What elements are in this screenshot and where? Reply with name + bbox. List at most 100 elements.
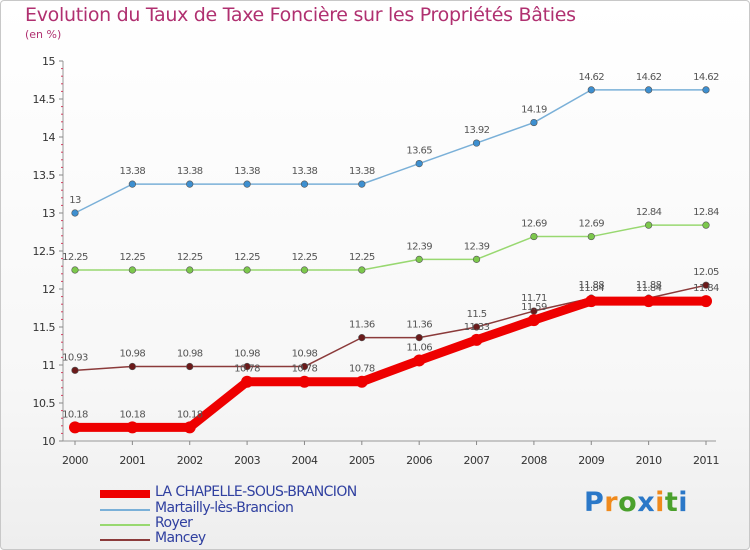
- series-point-0: [472, 139, 481, 147]
- brand-letter: r: [604, 487, 619, 518]
- data-label-1: 12.25: [177, 252, 203, 263]
- brand-letter: i: [655, 487, 665, 518]
- data-label-3: 11.59: [521, 302, 547, 313]
- series-point-3: [69, 421, 81, 434]
- data-label-2: 11.36: [406, 320, 432, 331]
- legend-swatch-martailly: [100, 509, 150, 511]
- series-point-0: [300, 180, 309, 188]
- y-tick-label: 13: [42, 207, 55, 220]
- data-label-0: 13.38: [234, 166, 260, 177]
- x-tick-label: 2007: [464, 454, 490, 467]
- x-tick-label: 2008: [521, 454, 547, 467]
- series-point-1: [415, 255, 423, 263]
- brand-logo: Proxiti: [584, 487, 688, 518]
- data-label-0: 14.62: [693, 72, 719, 83]
- series-layer: [69, 86, 712, 434]
- data-label-1: 12.25: [349, 252, 375, 263]
- data-label-1: 12.25: [62, 252, 88, 263]
- series-point-0: [71, 209, 79, 217]
- x-tick-label: 2001: [119, 454, 145, 467]
- series-point-0: [702, 86, 710, 94]
- legend-label-royer: Royer: [155, 515, 193, 531]
- series-point-3: [126, 421, 139, 434]
- data-label-0: 13.65: [406, 146, 432, 157]
- data-label-3: 10.18: [177, 409, 203, 420]
- series-point-1: [186, 266, 194, 274]
- series-point-2: [186, 362, 194, 371]
- data-label-0: 13.38: [349, 166, 375, 177]
- data-label-3: 10.78: [292, 364, 318, 375]
- legend-swatch-royer: [100, 524, 150, 526]
- data-label-0: 13.38: [177, 166, 203, 177]
- data-label-3: 10.18: [62, 409, 88, 420]
- series-point-1: [358, 266, 366, 274]
- x-tick-label: 2011: [693, 454, 719, 467]
- data-label-3: 11.84: [636, 283, 662, 294]
- legend-swatch-mancey: [100, 539, 150, 541]
- data-label-2: 10.98: [177, 349, 203, 360]
- series-point-2: [358, 334, 366, 342]
- y-tick-label: 11: [42, 359, 55, 372]
- series-point-1: [300, 266, 309, 274]
- series-point-3: [241, 375, 254, 388]
- legend-label-martailly: Martailly-lès-Brancion: [155, 500, 294, 516]
- series-point-0: [415, 160, 423, 168]
- data-label-1: 12.25: [292, 252, 318, 263]
- data-label-0: 13: [69, 195, 81, 206]
- brand-letter: P: [584, 487, 605, 518]
- x-tick-label: 2004: [291, 454, 317, 467]
- series-point-2: [702, 281, 710, 289]
- series-point-0: [243, 180, 251, 188]
- series-line-3: [70, 296, 711, 432]
- series-point-3: [700, 295, 712, 308]
- series-point-3: [413, 354, 426, 367]
- data-label-2: 11.36: [349, 320, 375, 331]
- legend-label-la-chapelle: LA CHAPELLE-SOUS-BRANCION: [155, 484, 357, 500]
- data-label-0: 14.62: [636, 72, 662, 83]
- x-tick-label: 2002: [177, 454, 203, 467]
- data-label-1: 12.39: [464, 241, 490, 252]
- data-label-3: 10.78: [234, 364, 260, 375]
- data-label-1: 12.25: [120, 252, 146, 263]
- series-point-1: [71, 266, 79, 274]
- y-tick-label: 10: [42, 435, 55, 448]
- y-tick-label: 15: [42, 55, 55, 68]
- data-labels: 13 13.38 13.38 13.38 13.38 13.38 13.65 13.92 14.…: [62, 72, 719, 420]
- data-label-1: 12.25: [234, 252, 260, 263]
- data-label-2: 10.98: [234, 349, 260, 360]
- data-label-3: 11.84: [693, 283, 719, 294]
- series-point-1: [530, 232, 538, 241]
- y-tick-label: 11.5: [33, 321, 56, 334]
- series-point-3: [183, 421, 196, 434]
- series-point-3: [642, 295, 655, 308]
- x-tick-label: 2009: [578, 454, 604, 467]
- y-tick-label: 12: [42, 283, 55, 296]
- data-label-3: 11.06: [406, 342, 432, 353]
- y-tick-label: 14.5: [33, 93, 56, 106]
- x-tick-label: 2010: [636, 454, 662, 467]
- y-tick-label: 12.5: [33, 245, 56, 258]
- data-label-2: 11.5: [467, 309, 487, 320]
- data-label-0: 13.92: [464, 125, 490, 136]
- data-label-2: 10.93: [62, 352, 88, 363]
- chart-title: Evolution du Taux de Taxe Foncière sur l…: [25, 4, 576, 26]
- data-label-1: 12.69: [578, 219, 604, 230]
- series-point-1: [645, 221, 653, 229]
- legend-swatch-la-chapelle: [100, 490, 150, 498]
- series-point-2: [415, 334, 423, 342]
- series-point-3: [527, 314, 540, 327]
- series-point-0: [186, 180, 194, 188]
- data-label-0: 13.38: [120, 166, 146, 177]
- series-point-2: [472, 323, 481, 331]
- series-point-3: [585, 295, 598, 308]
- series-point-2: [128, 362, 136, 371]
- data-label-1: 12.84: [693, 207, 719, 218]
- data-label-3: 10.78: [349, 364, 375, 375]
- data-label-0: 14.62: [578, 72, 604, 83]
- series-point-2: [71, 366, 79, 374]
- data-label-2: 11.71: [521, 293, 547, 304]
- y-tick-label: 10.5: [33, 397, 56, 410]
- x-tick-label: 2006: [406, 454, 432, 467]
